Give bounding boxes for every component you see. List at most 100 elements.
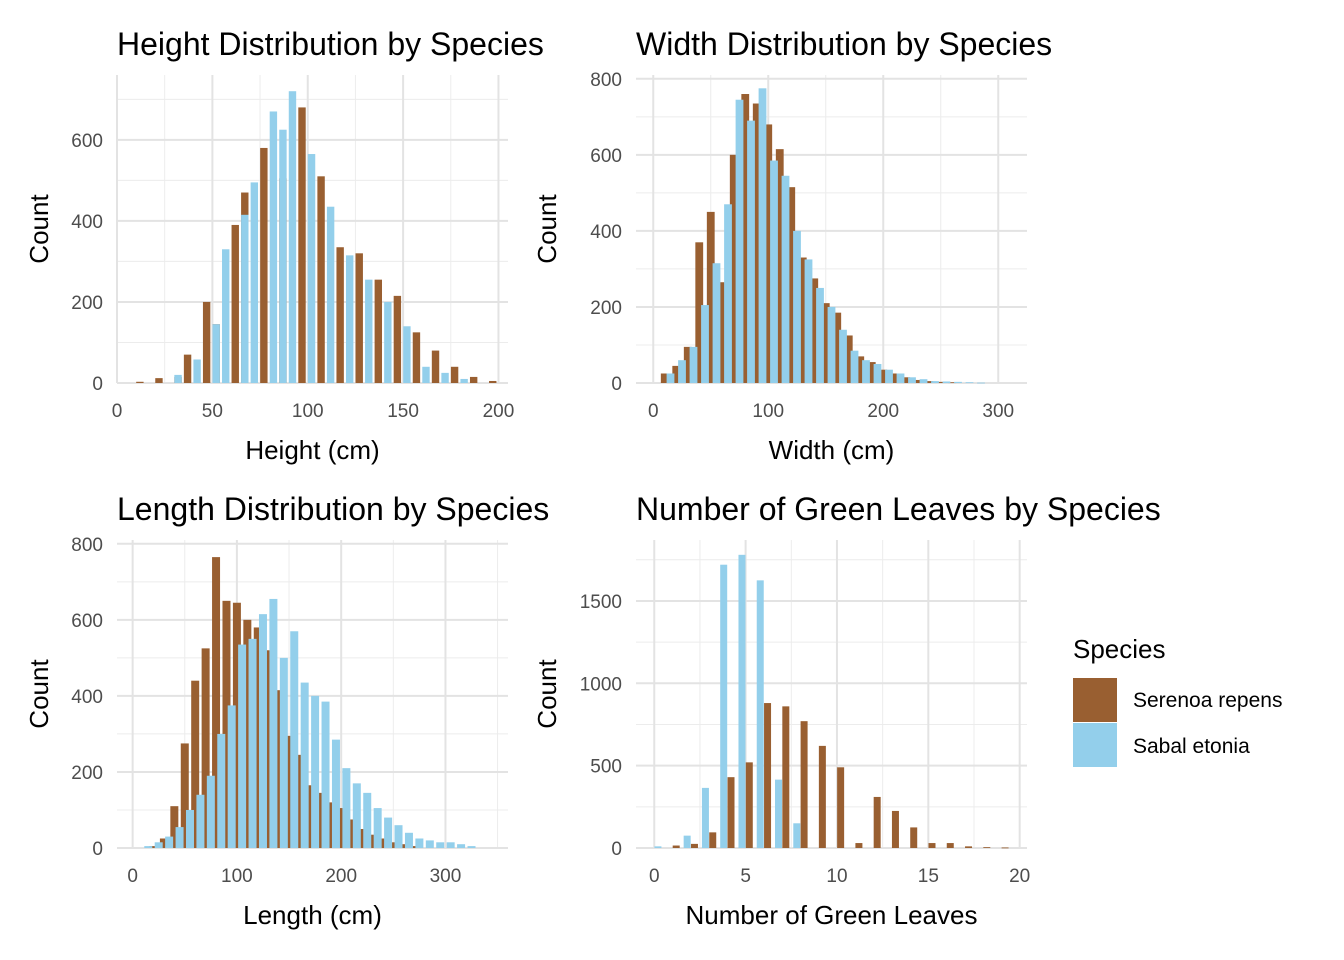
bar-serenoa-repens — [879, 369, 888, 383]
bar-serenoa-repens — [752, 103, 761, 383]
bar-serenoa-repens — [873, 796, 881, 848]
bar-serenoa-repens — [393, 295, 402, 383]
bar-sabal-etonia — [756, 580, 764, 848]
bar-sabal-etonia — [862, 360, 870, 383]
x-axis-label: Length (cm) — [243, 900, 382, 930]
y-tick-label: 400 — [590, 222, 622, 243]
bar-sabal-etonia — [269, 598, 278, 848]
bar-sabal-etonia — [965, 382, 974, 384]
bar-serenoa-repens — [191, 680, 200, 848]
bar-sabal-etonia — [919, 379, 928, 383]
x-tick-label: 200 — [483, 401, 515, 422]
bar-serenoa-repens — [260, 147, 268, 383]
bar-serenoa-repens — [690, 843, 698, 848]
bar-sabal-etonia — [144, 846, 153, 848]
bar-sabal-etonia — [908, 377, 916, 383]
y-axis-label: Count — [532, 659, 562, 729]
bar-serenoa-repens — [326, 802, 335, 848]
bar-sabal-etonia — [300, 682, 309, 848]
bar-sabal-etonia — [850, 350, 859, 383]
bar-serenoa-repens — [706, 211, 715, 383]
bar-serenoa-repens — [316, 792, 325, 848]
x-axis-label: Number of Green Leaves — [686, 900, 978, 930]
bar-sabal-etonia — [896, 373, 905, 383]
bar-sabal-etonia — [793, 823, 801, 848]
bar-sabal-etonia — [290, 631, 299, 848]
bar-serenoa-repens — [378, 838, 387, 848]
bar-sabal-etonia — [384, 301, 392, 383]
bar-serenoa-repens — [412, 332, 421, 383]
bar-sabal-etonia — [415, 838, 424, 848]
bar-serenoa-repens — [231, 224, 239, 383]
bar-sabal-etonia — [422, 366, 430, 383]
bar-serenoa-repens — [660, 373, 669, 383]
bar-sabal-etonia — [227, 705, 236, 848]
y-tick-label: 0 — [92, 374, 103, 395]
bar-serenoa-repens — [170, 806, 179, 848]
bar-serenoa-repens — [399, 844, 408, 848]
bar-serenoa-repens — [285, 735, 294, 848]
bar-sabal-etonia — [212, 324, 220, 383]
bar-sabal-etonia — [154, 842, 163, 848]
bar-serenoa-repens — [718, 282, 727, 383]
x-tick-label: 10 — [826, 866, 847, 887]
bar-serenoa-repens — [764, 124, 773, 383]
bar-sabal-etonia — [666, 373, 675, 383]
bar-serenoa-repens — [295, 754, 304, 848]
bar-sabal-etonia — [365, 279, 373, 383]
bar-sabal-etonia — [238, 644, 247, 848]
bar-sabal-etonia — [342, 768, 351, 848]
x-tick-label: 0 — [127, 866, 138, 887]
x-tick-label: 0 — [112, 401, 123, 422]
bar-sabal-etonia — [885, 369, 893, 383]
bar-sabal-etonia — [701, 305, 709, 383]
bar-serenoa-repens — [337, 808, 346, 848]
bar-sabal-etonia — [758, 88, 767, 383]
y-tick-label: 800 — [590, 70, 622, 91]
x-tick-label: 200 — [325, 866, 357, 887]
legend-label-serenoa-repens: Serenoa repens — [1133, 689, 1282, 712]
x-tick-label: 15 — [918, 866, 939, 887]
bar-serenoa-repens — [891, 810, 899, 848]
bar-serenoa-repens — [1001, 847, 1009, 849]
bar-serenoa-repens — [810, 278, 819, 383]
bar-sabal-etonia — [678, 360, 686, 383]
x-tick-label: 100 — [221, 866, 253, 887]
bar-serenoa-repens — [374, 279, 383, 383]
bar-serenoa-repens — [867, 362, 876, 383]
bar-sabal-etonia — [403, 326, 411, 383]
bar-serenoa-repens — [948, 382, 957, 384]
bar-sabal-etonia — [724, 204, 732, 383]
y-tick-label: 1000 — [580, 674, 622, 695]
y-tick-label: 200 — [71, 763, 103, 784]
bar-sabal-etonia — [222, 249, 230, 383]
bar-serenoa-repens — [936, 381, 945, 383]
chart-title: Height Distribution by Species — [117, 26, 544, 62]
bar-sabal-etonia — [942, 381, 951, 383]
bar-serenoa-repens — [837, 767, 845, 848]
bar-sabal-etonia — [954, 381, 962, 383]
bar-serenoa-repens — [946, 843, 954, 848]
bar-serenoa-repens — [389, 842, 398, 848]
bar-sabal-etonia — [425, 840, 434, 848]
chart-panel-length-distribution-by-species: 0 200 400 600 800 0 100 200 300 Length Distributi… — [24, 491, 549, 930]
bar-sabal-etonia — [241, 214, 249, 383]
y-tick-label: 600 — [71, 611, 103, 632]
x-tick-label: 5 — [740, 866, 751, 887]
bar-serenoa-repens — [855, 843, 863, 848]
bar-serenoa-repens — [222, 600, 231, 848]
bar-sabal-etonia — [467, 846, 476, 848]
bar-sabal-etonia — [931, 381, 939, 383]
legend: Species Serenoa repens Sabal etonia — [1073, 634, 1282, 767]
bar-serenoa-repens — [729, 154, 738, 383]
bar-serenoa-repens — [683, 346, 692, 383]
bar-serenoa-repens — [745, 762, 753, 848]
bar-sabal-etonia — [977, 382, 985, 384]
x-tick-label: 0 — [648, 401, 659, 422]
y-tick-label: 600 — [71, 131, 103, 152]
legend-label-sabal-etonia: Sabal etonia — [1133, 735, 1250, 758]
bar-sabal-etonia — [175, 827, 184, 848]
y-tick-label: 800 — [71, 535, 103, 556]
bar-sabal-etonia — [747, 120, 755, 383]
